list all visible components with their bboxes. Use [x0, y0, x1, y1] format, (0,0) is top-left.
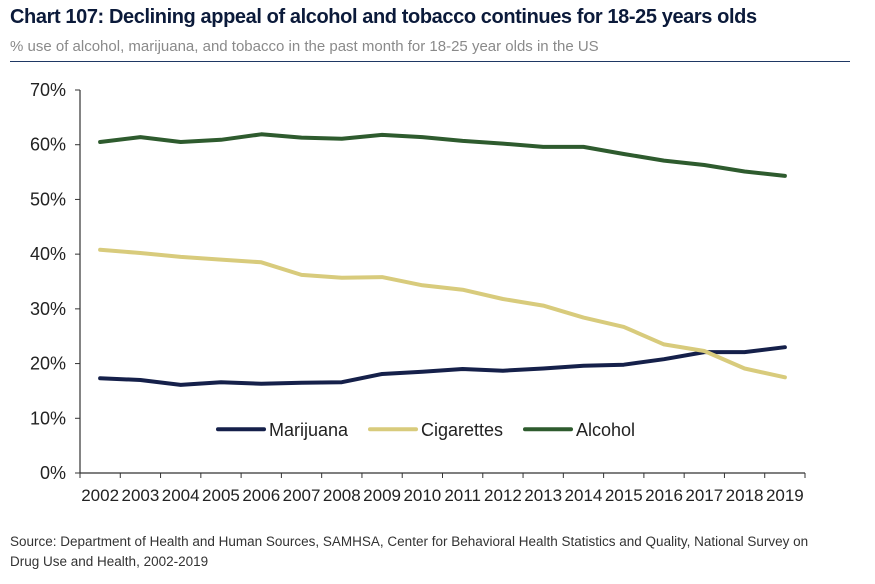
x-tick-label: 2009 — [363, 486, 401, 505]
series-line-alcohol — [98, 132, 787, 178]
y-tick-label: 0% — [40, 463, 66, 483]
title-divider — [10, 61, 850, 62]
y-tick-label: 40% — [30, 244, 66, 264]
y-tick-label: 60% — [30, 135, 66, 155]
x-tick-label: 2017 — [685, 486, 723, 505]
y-axis: 0% 10% 20% 30% 40% 50% 60% 70% — [30, 80, 81, 483]
x-tick-label: 2002 — [81, 486, 119, 505]
legend: Marijuana Cigarettes Alcohol — [216, 420, 635, 440]
x-tick-label: 2007 — [283, 486, 321, 505]
x-tick-label: 2011 — [444, 486, 481, 505]
legend-label-alcohol: Alcohol — [576, 420, 635, 440]
x-tick-label: 2005 — [202, 486, 240, 505]
y-tick-label: 20% — [30, 354, 66, 374]
y-tick-label: 70% — [30, 80, 66, 100]
x-tick-label: 2012 — [484, 486, 522, 505]
legend-label-marijuana: Marijuana — [269, 420, 349, 440]
x-tick-label: 2004 — [162, 486, 200, 505]
y-tick-label: 10% — [30, 408, 66, 428]
x-axis: 2002 2003 2004 2005 2006 2007 2008 2009 2010 2011… — [79, 472, 806, 505]
series-line-cigarettes — [98, 247, 787, 380]
x-tick-label: 2003 — [122, 486, 160, 505]
y-tick-label: 30% — [30, 299, 66, 319]
chart-subtitle: % use of alcohol, marijuana, and tobacco… — [10, 38, 599, 55]
legend-label-cigarettes: Cigarettes — [421, 420, 503, 440]
x-tick-label: 2006 — [242, 486, 280, 505]
x-tick-label: 2019 — [766, 486, 804, 505]
x-tick-label: 2015 — [605, 486, 643, 505]
source-note: Source: Department of Health and Human S… — [10, 534, 809, 569]
chart-title: Chart 107: Declining appeal of alcohol a… — [10, 6, 757, 28]
x-tick-label: 2018 — [726, 486, 764, 505]
x-tick-label: 2008 — [323, 486, 361, 505]
series-lines — [98, 132, 787, 387]
x-tick-label: 2016 — [645, 486, 683, 505]
x-tick-label: 2014 — [565, 486, 603, 505]
y-tick-label: 50% — [30, 189, 66, 209]
series-line-marijuana — [98, 345, 787, 387]
x-tick-label: 2013 — [524, 486, 562, 505]
x-tick-label: 2010 — [403, 486, 441, 505]
line-chart: 0% 10% 20% 30% 40% 50% 60% 70% 2002 2003 2004 2005… — [30, 80, 806, 505]
